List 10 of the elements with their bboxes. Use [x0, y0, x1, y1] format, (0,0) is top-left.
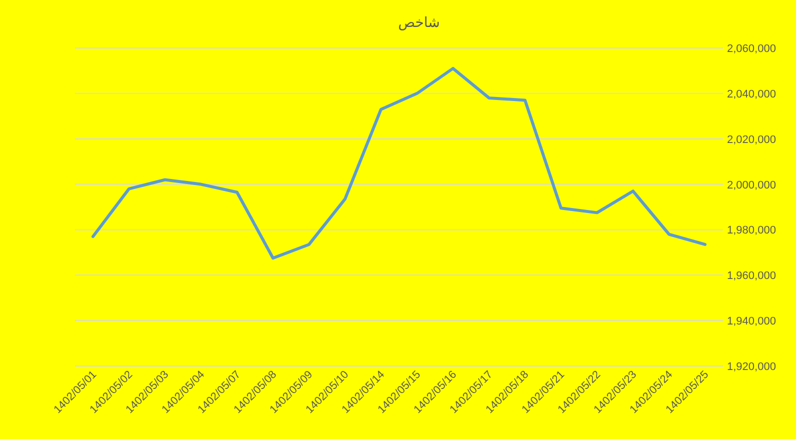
- y-tick-label: 2,060,000: [727, 43, 776, 55]
- y-tick-label: 2,040,000: [727, 88, 776, 100]
- y-tick-label: 2,000,000: [727, 179, 776, 192]
- line-series: [92, 66, 706, 260]
- y-tick-label: 1,980,000: [727, 224, 776, 237]
- y-tick-label: 1,940,000: [727, 316, 776, 328]
- y-tick-label: 2,020,000: [727, 134, 776, 146]
- chart-title: شاخص: [398, 15, 440, 31]
- y-tick-label: 1,960,000: [727, 270, 776, 282]
- y-tick-label: 1,920,000: [727, 361, 776, 373]
